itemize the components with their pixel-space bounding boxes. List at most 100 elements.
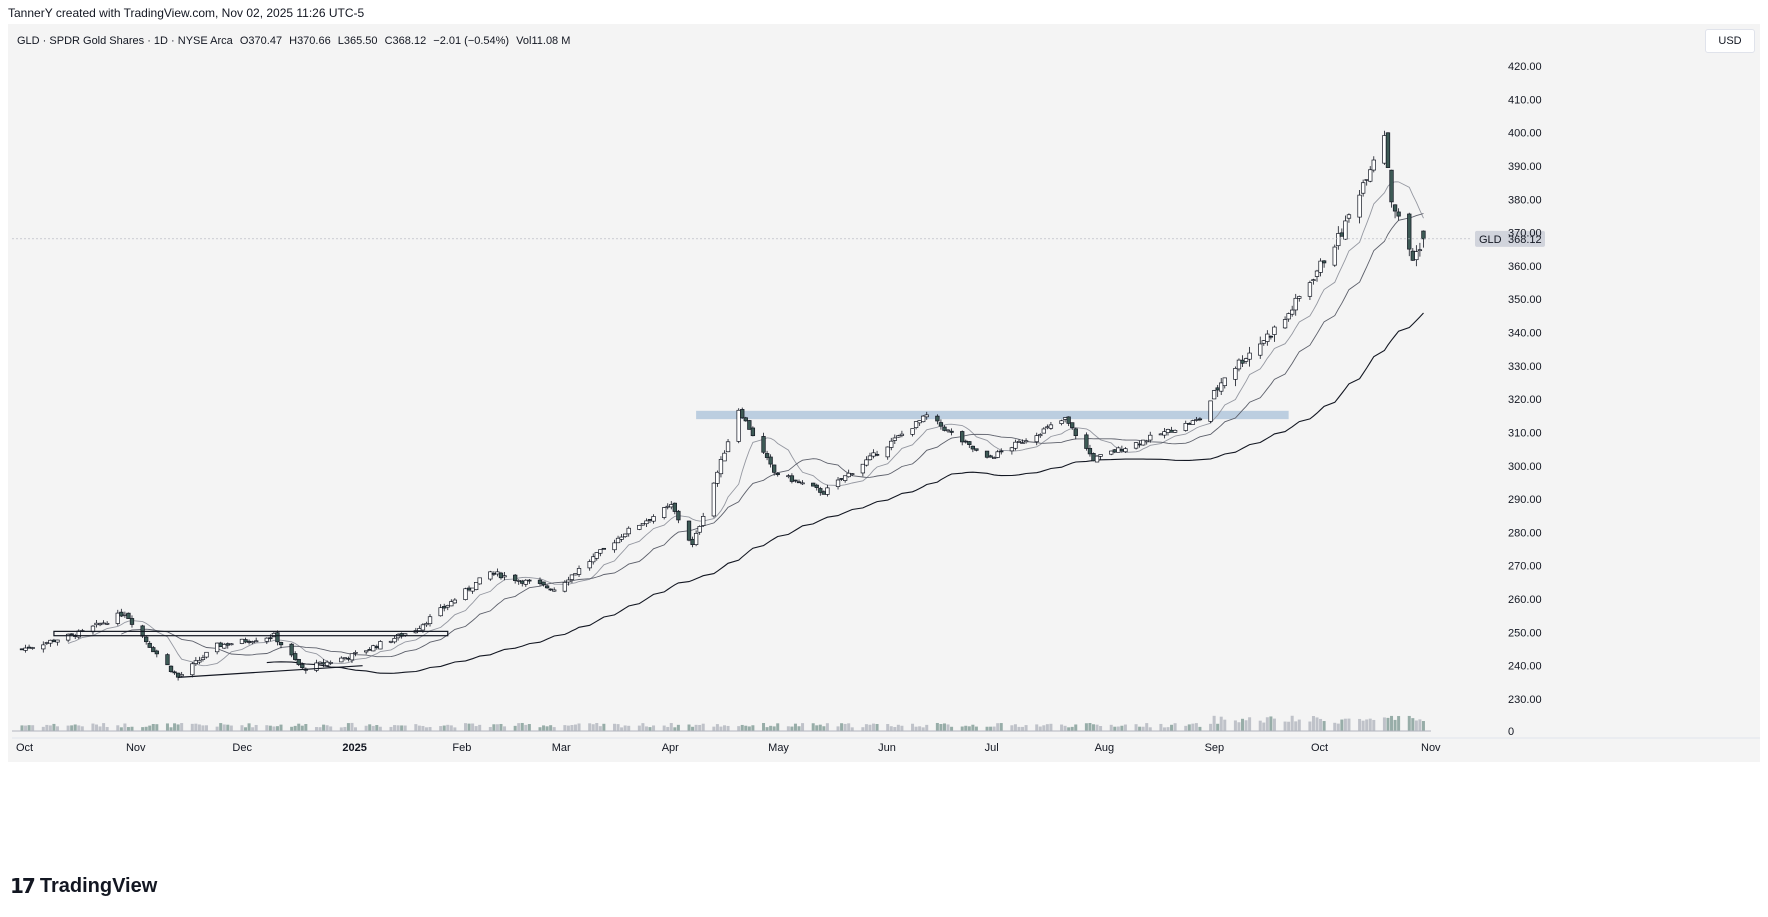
candle-body — [417, 628, 422, 632]
candle — [864, 456, 869, 467]
candle — [346, 656, 351, 662]
candle — [811, 482, 816, 487]
volume-bar — [896, 724, 900, 731]
volume-bar — [180, 723, 184, 731]
volume-bar — [1099, 726, 1103, 731]
candle-body — [1045, 426, 1050, 429]
volume-bar — [598, 726, 602, 731]
candle-body — [1364, 179, 1369, 181]
volume-bar — [1184, 725, 1188, 731]
volume-bar — [772, 726, 776, 731]
candle-body — [835, 479, 841, 487]
candle — [1094, 454, 1100, 463]
candle-body — [1410, 250, 1415, 261]
volume-bar — [1162, 727, 1166, 731]
volume-bar — [268, 725, 272, 731]
candle — [860, 463, 866, 477]
candle-body — [1109, 450, 1114, 455]
candle-body — [1070, 422, 1075, 428]
volume-bar — [737, 726, 741, 731]
candle-body — [598, 549, 603, 554]
candle — [750, 426, 756, 437]
candle — [967, 441, 972, 448]
tradingview-logo[interactable]: 17 TradingView — [10, 874, 157, 898]
candle — [367, 647, 372, 651]
candle — [974, 448, 979, 452]
volume-bar — [293, 725, 297, 731]
candle-body — [204, 651, 209, 658]
candle — [871, 449, 876, 459]
candle-body — [144, 636, 149, 643]
y-tick-label: 400.00 — [1508, 128, 1542, 140]
candle — [1048, 421, 1054, 430]
candle-body — [686, 520, 692, 541]
volume-bar — [616, 724, 620, 731]
candle — [676, 509, 681, 524]
volume-bar — [91, 723, 95, 731]
volume-bar — [527, 724, 531, 731]
candle — [818, 486, 823, 496]
volume-bar — [389, 726, 393, 731]
candle-body — [229, 643, 234, 646]
candle — [200, 654, 206, 662]
volume-bar — [950, 726, 954, 731]
volume-bar — [701, 723, 705, 731]
candle-body — [711, 482, 717, 517]
candle-body — [591, 556, 596, 563]
candle-body — [1389, 169, 1394, 203]
x-tick-label: May — [768, 742, 789, 754]
candle-body — [193, 660, 199, 664]
volume-bar — [801, 723, 805, 731]
candle — [1314, 269, 1320, 282]
symbol-name[interactable]: GLD · SPDR Gold Shares · 1D · NYSE Arca — [17, 35, 233, 47]
volume-bar — [126, 727, 130, 731]
candle-body — [1165, 429, 1171, 433]
volume-bar — [715, 724, 719, 731]
volume-bar — [442, 725, 446, 731]
candle — [246, 639, 252, 645]
y-tick-label: 380.00 — [1508, 194, 1542, 206]
candle — [115, 609, 120, 626]
volume-bar — [942, 723, 946, 731]
candle — [1211, 389, 1217, 400]
candle — [1023, 438, 1029, 444]
volume-bar — [1343, 718, 1347, 731]
candle — [949, 428, 954, 436]
volume-bar — [1258, 720, 1262, 731]
y-tick-label: 330.00 — [1508, 361, 1542, 373]
candle — [470, 587, 475, 594]
candle-body — [874, 453, 880, 456]
candle-body — [1197, 418, 1203, 421]
volume-bar — [996, 723, 1000, 731]
volume-bar — [1091, 724, 1095, 731]
currency-selector[interactable]: USD — [1705, 29, 1755, 53]
chart-area[interactable] — [8, 24, 1760, 762]
volume-bar — [925, 724, 929, 731]
candle-body — [1314, 270, 1320, 277]
candle — [846, 469, 851, 478]
volume-bar — [868, 724, 872, 731]
candle — [1123, 447, 1128, 453]
candle-body — [1034, 435, 1039, 443]
last-price-ticker: GLD — [1479, 234, 1502, 246]
volume-bar — [80, 726, 84, 731]
candle — [1258, 336, 1263, 359]
volume-bar — [602, 723, 606, 731]
candle — [945, 429, 951, 433]
candle-body — [991, 457, 997, 459]
candle — [94, 619, 99, 628]
candle-body — [19, 648, 25, 651]
candle — [626, 526, 631, 537]
volume-bar — [45, 724, 49, 731]
volume-bar — [272, 726, 276, 731]
candle-body — [349, 653, 355, 661]
candle — [1290, 305, 1295, 317]
volume-bar — [620, 727, 624, 731]
last-price-value: 368.12 — [1508, 234, 1542, 246]
candle — [275, 630, 280, 646]
candle-body — [715, 471, 720, 484]
volume-bar — [1038, 726, 1042, 731]
candle-body — [740, 409, 745, 419]
volume-bar — [971, 724, 975, 731]
candle — [1261, 340, 1266, 346]
